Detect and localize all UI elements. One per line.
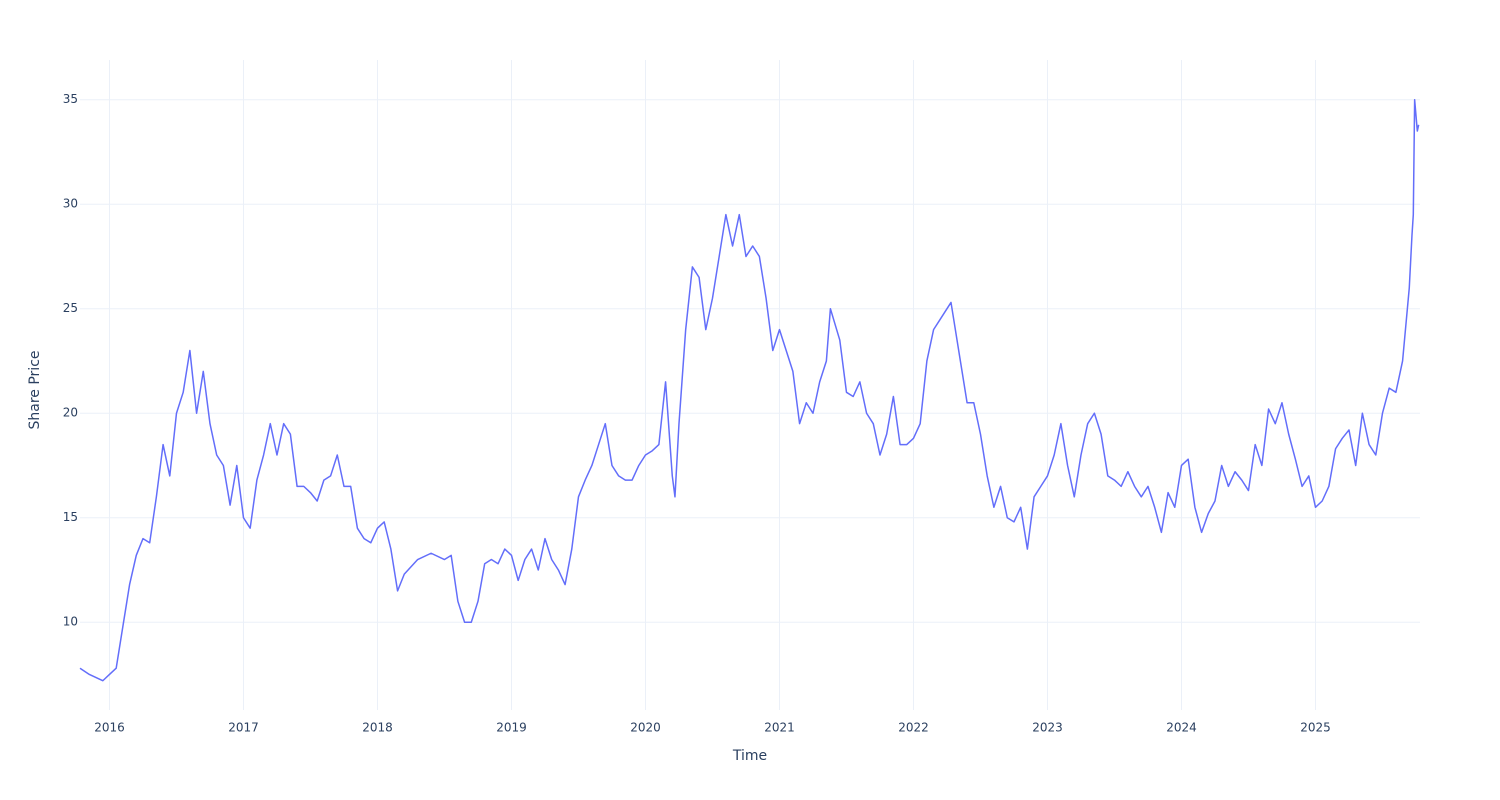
x-axis-title: Time [732,748,767,764]
x-tick-label: 2023 [1032,721,1063,735]
y-tick-label: 20 [63,406,78,420]
x-tick-label: 2021 [764,721,795,735]
y-axis-title: Share Price [27,350,43,429]
y-tick-label: 10 [63,615,78,629]
x-tick-label: 2017 [228,721,259,735]
x-tick-label: 2025 [1300,721,1331,735]
price-line [79,98,1420,682]
y-tick-label: 35 [63,92,78,106]
y-tick-label: 15 [63,510,78,524]
x-tick-label: 2016 [94,721,125,735]
y-tick-label: 25 [63,301,78,315]
x-tick-label: 2018 [362,721,393,735]
x-tick-label: 2019 [496,721,527,735]
x-tick-label: 2024 [1166,721,1197,735]
x-tick-label: 2020 [630,721,661,735]
y-tick-label: 30 [63,197,78,211]
x-tick-label: 2022 [898,721,929,735]
